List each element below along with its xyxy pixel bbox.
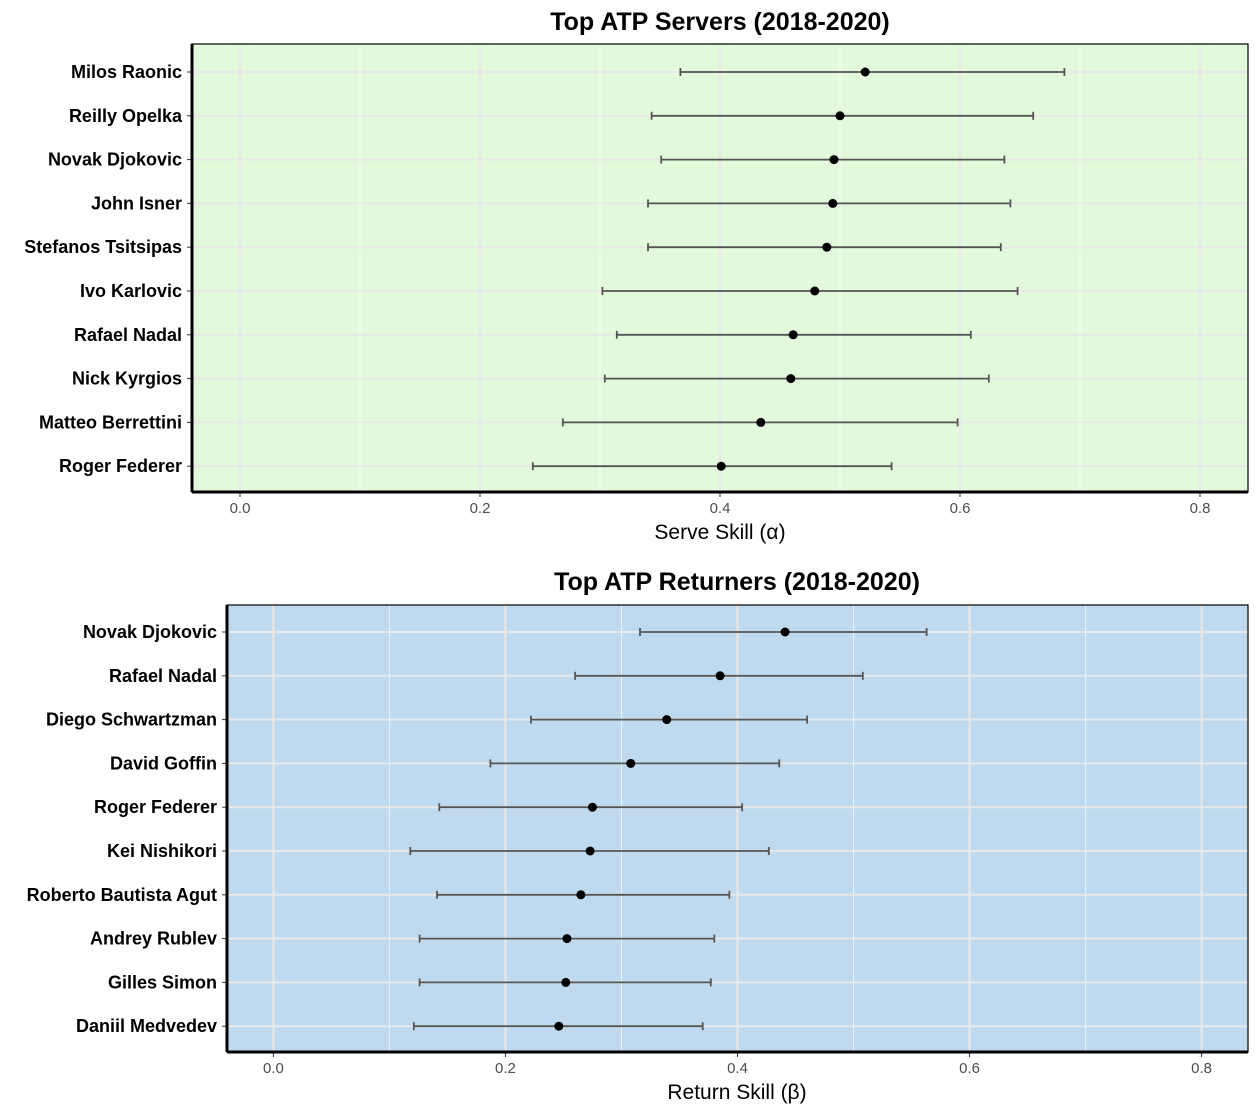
x-tick-label: 0.8 <box>1191 1060 1212 1077</box>
y-tick-label: Daniil Medvedev <box>76 1016 217 1036</box>
x-axis-title: Serve Skill (α) <box>654 521 785 544</box>
x-tick-label: 0.2 <box>470 500 491 517</box>
x-tick-label: 0.0 <box>263 1060 284 1077</box>
y-tick-label: Diego Schwartzman <box>46 710 217 730</box>
data-point <box>715 671 725 681</box>
data-point <box>756 417 766 427</box>
data-point <box>786 374 796 384</box>
x-tick-label: 0.2 <box>495 1060 516 1077</box>
x-tick-label: 0.6 <box>959 1060 980 1077</box>
data-point <box>562 934 572 944</box>
y-tick-label: Rafael Nadal <box>109 666 217 686</box>
x-tick-label: 0.8 <box>1190 500 1211 517</box>
data-point <box>810 286 820 296</box>
y-tick-label: Andrey Rublev <box>90 929 217 949</box>
data-point <box>788 330 798 340</box>
data-point <box>585 846 595 856</box>
x-axis-title: Return Skill (β) <box>667 1081 806 1104</box>
data-point <box>860 67 870 77</box>
y-axis-labels: Novak Djokovic Rafael Nadal Diego Schwartz… <box>27 622 227 1036</box>
returners-chart: Top ATP Returners (2018-2020) Novak Djok… <box>27 568 1249 1104</box>
x-axis-ticks: 0.0 0.2 0.4 0.6 0.8 <box>230 492 1211 517</box>
data-point <box>829 155 839 165</box>
x-axis-ticks: 0.0 0.2 0.4 0.6 0.8 <box>263 1052 1212 1077</box>
data-point <box>822 242 832 252</box>
data-point <box>554 1021 564 1031</box>
y-tick-label: Novak Djokovic <box>48 150 182 170</box>
x-tick-label: 0.6 <box>950 500 971 517</box>
servers-chart: Top ATP Servers (2018-2020) Milos Raonic… <box>24 8 1249 544</box>
data-point <box>780 627 790 637</box>
data-point <box>716 461 726 471</box>
y-tick-label: Gilles Simon <box>108 972 217 992</box>
y-tick-label: Milos Raonic <box>71 62 182 82</box>
data-point <box>587 802 597 812</box>
y-tick-label: Nick Kyrgios <box>72 369 182 389</box>
data-point <box>835 111 845 121</box>
data-point <box>561 977 571 987</box>
y-tick-label: Roger Federer <box>59 456 182 476</box>
y-tick-label: Stefanos Tsitsipas <box>24 237 182 257</box>
chart-title: Top ATP Servers (2018-2020) <box>550 8 890 36</box>
y-tick-label: Matteo Berrettini <box>39 412 182 432</box>
x-tick-label: 0.4 <box>710 500 731 517</box>
y-tick-label: David Goffin <box>110 753 217 773</box>
x-tick-label: 0.0 <box>230 500 251 517</box>
y-tick-label: Rafael Nadal <box>74 325 182 345</box>
y-tick-label: Kei Nishikori <box>107 841 217 861</box>
points <box>554 627 790 1031</box>
y-tick-label: Roger Federer <box>94 797 217 817</box>
data-point <box>576 890 586 900</box>
data-point <box>828 198 838 208</box>
data-point <box>662 715 672 725</box>
x-tick-label: 0.4 <box>727 1060 748 1077</box>
y-tick-label: Roberto Bautista Agut <box>27 885 217 905</box>
points <box>716 67 870 471</box>
y-tick-label: Novak Djokovic <box>83 622 217 642</box>
y-tick-label: John Isner <box>91 193 182 213</box>
y-axis-labels: Milos Raonic Reilly Opelka Novak Djokovic J… <box>24 62 192 476</box>
chart-title: Top ATP Returners (2018-2020) <box>554 568 920 596</box>
y-tick-label: Ivo Karlovic <box>80 281 182 301</box>
data-point <box>626 758 636 768</box>
y-tick-label: Reilly Opelka <box>69 106 183 126</box>
